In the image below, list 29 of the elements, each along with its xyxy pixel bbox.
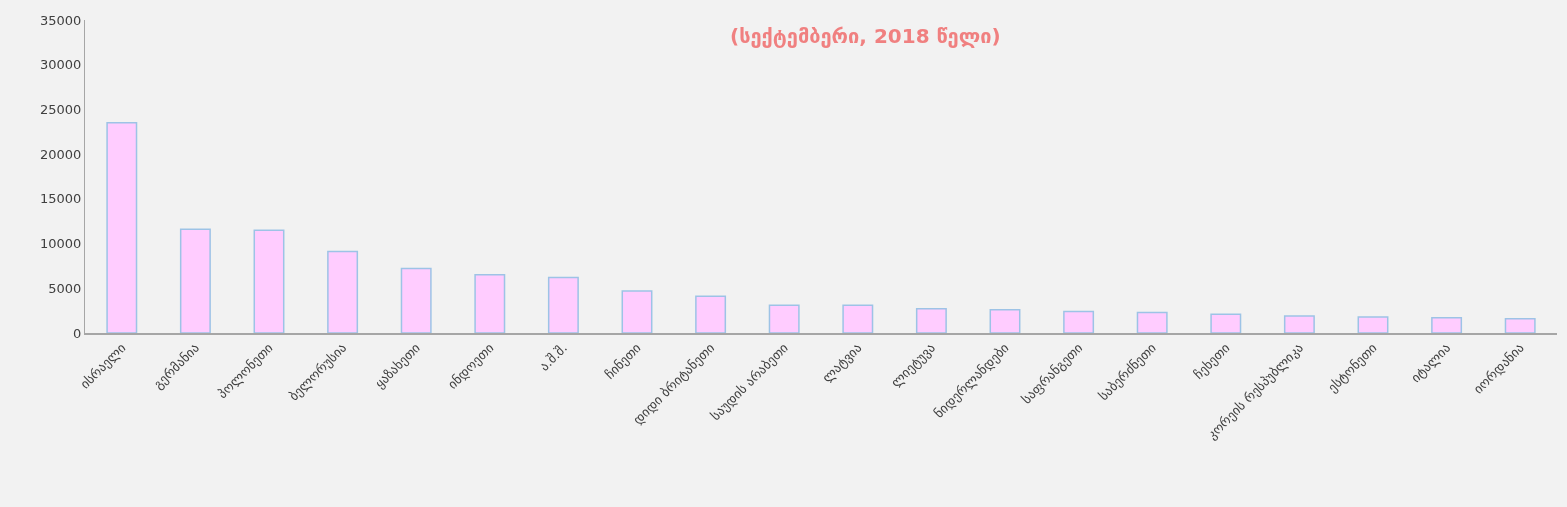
bar — [1357, 316, 1389, 333]
bar — [1063, 310, 1095, 333]
bar — [1283, 315, 1315, 333]
y-tick-label: 30000 — [40, 57, 82, 73]
bar — [989, 309, 1021, 333]
y-tick-label: 0 — [73, 325, 82, 341]
bar — [327, 250, 359, 333]
y-tick-label: 25000 — [40, 101, 82, 117]
y-tick-label: 10000 — [40, 236, 82, 252]
y-tick-label: 5000 — [48, 280, 82, 296]
chart-subtitle: (სექტემბერი, 2018 წელი) — [730, 24, 1001, 48]
bar — [695, 295, 727, 333]
bar — [547, 276, 579, 333]
bar — [1431, 317, 1463, 333]
bar — [179, 228, 211, 333]
bar — [842, 304, 874, 333]
bar — [1504, 317, 1536, 333]
bar — [915, 308, 947, 333]
bar — [400, 267, 432, 333]
bar — [621, 290, 653, 333]
y-tick-label: 20000 — [40, 146, 82, 162]
bar — [474, 274, 506, 333]
bar — [106, 122, 138, 333]
bar — [1210, 313, 1242, 333]
y-tick-label: 15000 — [40, 191, 82, 207]
bar — [768, 304, 800, 333]
bar — [253, 229, 285, 333]
bar — [1136, 311, 1168, 333]
y-tick-label: 35000 — [40, 12, 82, 28]
